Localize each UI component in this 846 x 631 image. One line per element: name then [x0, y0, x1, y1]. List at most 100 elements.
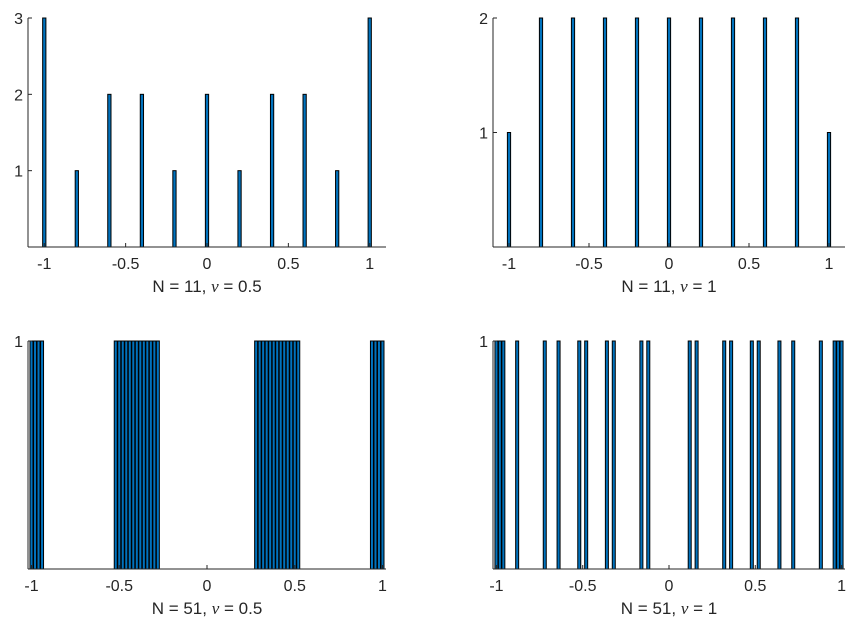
x-tick-label: 0.5	[284, 578, 306, 595]
bar	[74, 170, 79, 248]
bar	[577, 340, 582, 570]
x-tick-label: 0	[203, 256, 212, 273]
bar	[749, 340, 754, 570]
subplot-n11-nu05: -1 -0.5 0 0.5 1 1 2 3 N = 11, ν = 0.5	[14, 11, 386, 296]
x-tick-label: 0.5	[738, 256, 760, 273]
bar	[139, 93, 145, 248]
bar	[113, 340, 118, 570]
x-tick-label: -1	[502, 256, 516, 273]
subplot-n11-nu1: -1 -0.5 0 0.5 1 1 2 N = 11, ν = 1	[479, 11, 845, 296]
bar	[124, 340, 129, 570]
x-tick-label: 0.5	[744, 578, 766, 595]
bar	[497, 340, 502, 570]
bar	[134, 340, 139, 570]
bar	[756, 340, 761, 570]
x-axis-label: N = 11, ν = 0.5	[152, 277, 261, 296]
bar	[730, 17, 736, 248]
bar	[762, 17, 768, 248]
bar	[791, 340, 796, 570]
bar	[794, 17, 800, 248]
x-tick-label: -1	[37, 256, 51, 273]
x-tick-label: -1	[24, 578, 38, 595]
bar	[376, 340, 381, 570]
bar	[42, 17, 47, 248]
bar	[694, 340, 699, 570]
bar	[826, 132, 832, 248]
bar	[839, 340, 844, 570]
bar	[556, 340, 561, 570]
bar	[40, 340, 45, 570]
x-tick-label: 1	[365, 256, 374, 273]
bar	[29, 340, 34, 570]
bar	[604, 340, 609, 570]
x-tick-label: -0.5	[105, 578, 133, 595]
bar	[148, 340, 153, 570]
x-axis-label: N = 11, ν = 1	[621, 277, 716, 296]
bar	[289, 340, 294, 570]
bar	[282, 340, 287, 570]
bar	[722, 340, 727, 570]
bar	[570, 17, 576, 248]
bar	[257, 340, 262, 570]
bar	[271, 340, 276, 570]
bar	[729, 340, 734, 570]
bar	[237, 170, 242, 248]
x-tick-label: 1	[825, 256, 834, 273]
bar	[264, 340, 269, 570]
x-tick-label: -0.5	[575, 256, 603, 273]
y-tick-label: 1	[479, 126, 488, 143]
bar	[152, 340, 157, 570]
y-tick-label: 2	[479, 11, 488, 28]
bar	[127, 340, 132, 570]
bar	[254, 340, 259, 570]
y-tick-label: 3	[14, 11, 23, 28]
x-tick-label: 0	[665, 256, 674, 273]
bar	[302, 93, 307, 248]
bar	[138, 340, 143, 570]
x-tick-label: 0	[665, 578, 674, 595]
x-axis-label: N = 51, ν = 0.5	[152, 599, 263, 618]
subplot-n51-nu1: -1 -0.5 0 0.5 1 1 N = 51, ν = 1	[479, 334, 846, 618]
subplot-n51-nu05: -1 -0.5 0 0.5 1 1 N = 51, ν = 0.5	[14, 334, 387, 618]
bar	[602, 17, 608, 248]
x-tick-label: -0.5	[112, 256, 140, 273]
bar	[832, 340, 837, 570]
y-tick-label: 2	[14, 87, 23, 104]
bar	[268, 340, 273, 570]
bar	[777, 340, 782, 570]
bar	[117, 340, 122, 570]
bar	[373, 340, 378, 570]
x-tick-label: 0	[203, 578, 212, 595]
bar	[33, 340, 38, 570]
x-tick-label: -0.5	[569, 578, 597, 595]
bar	[634, 17, 640, 248]
bar	[120, 340, 125, 570]
bar	[542, 340, 547, 570]
x-axis-label: N = 51, ν = 1	[621, 599, 717, 618]
bar	[369, 340, 374, 570]
x-tick-label: -1	[489, 578, 503, 595]
bar	[172, 170, 177, 248]
bar	[666, 17, 672, 248]
bar	[639, 340, 644, 570]
y-tick-label: 1	[479, 334, 488, 351]
bar	[285, 340, 290, 570]
bar	[611, 340, 616, 570]
x-tick-label: 0.5	[277, 256, 299, 273]
bar	[296, 340, 301, 570]
y-tick-label: 1	[14, 334, 23, 351]
bar	[107, 93, 112, 248]
bar	[687, 340, 692, 570]
bar	[584, 340, 589, 570]
bar	[818, 340, 823, 570]
x-tick-label: 1	[837, 578, 846, 595]
y-tick-label: 1	[14, 164, 23, 181]
bar	[278, 340, 283, 570]
bar	[367, 17, 372, 248]
bar	[204, 93, 210, 248]
bar	[494, 340, 499, 570]
bar	[698, 17, 704, 248]
bar	[36, 340, 41, 570]
x-tick-label: 1	[378, 578, 387, 595]
